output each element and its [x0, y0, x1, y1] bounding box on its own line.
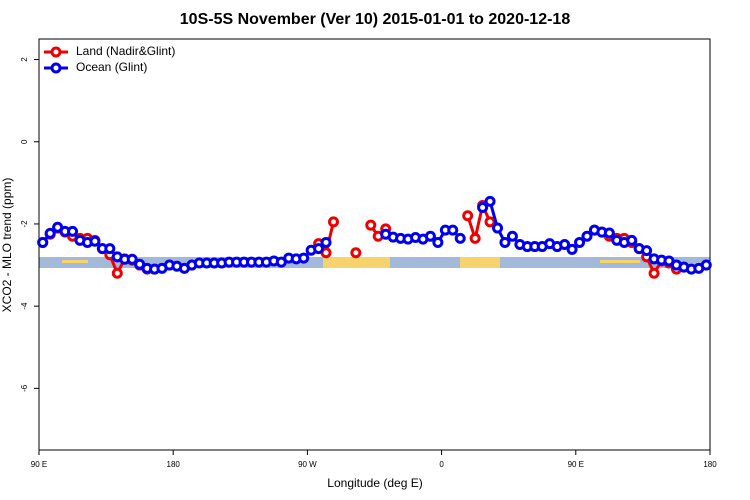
data-point [454, 232, 466, 244]
series-line [466, 200, 492, 244]
data-point [603, 227, 615, 239]
x-tick-label: 0 [439, 460, 444, 469]
y-tick-label: 2 [20, 57, 29, 62]
x-tick-label: 90 E [568, 460, 584, 469]
x-axis-label: Longitude (deg E) [327, 476, 422, 490]
data-point [298, 252, 310, 264]
x-tick-label: 180 [167, 460, 181, 469]
land-strip [62, 260, 88, 263]
data-point [327, 216, 339, 228]
land-strip [600, 260, 640, 263]
data-point [477, 202, 489, 214]
data-point [365, 219, 377, 231]
data-point [462, 210, 474, 222]
legend-marker [50, 62, 62, 74]
data-point [67, 225, 79, 237]
data-point [492, 222, 504, 234]
data-point [469, 232, 481, 244]
data-point [313, 243, 325, 255]
legend-label: Land (Nadir&Glint) [76, 44, 175, 58]
data-point [484, 195, 496, 207]
y-axis-label: XCO2 - MLO trend (ppm) [0, 178, 14, 313]
data-point [111, 267, 123, 279]
data-point [432, 236, 444, 248]
land-strip [460, 257, 500, 268]
y-tick-label: 0 [20, 139, 29, 144]
data-point [700, 259, 712, 271]
legend-marker [50, 46, 62, 58]
data-point [574, 236, 586, 248]
data-point [648, 267, 660, 279]
data-point [126, 253, 138, 265]
data-point [499, 236, 511, 248]
data-point [559, 239, 571, 250]
legend-label: Ocean (Glint) [76, 60, 147, 74]
data-point [566, 243, 578, 255]
data-point [424, 230, 436, 242]
data-point [447, 224, 459, 236]
data-point [320, 236, 332, 248]
data-point [626, 234, 638, 246]
data-point [484, 216, 496, 228]
x-tick-label: 90 E [31, 460, 47, 469]
data-point [581, 230, 593, 242]
data-point [641, 245, 653, 257]
y-tick-label: -6 [20, 384, 29, 392]
series [37, 195, 712, 275]
y-tick-label: -2 [20, 220, 29, 228]
data-point [44, 227, 56, 239]
x-tick-label: 180 [703, 460, 717, 469]
y-tick-label: -4 [20, 302, 29, 310]
data-point [104, 243, 116, 255]
land-ocean-strip [39, 257, 710, 268]
data-point [350, 247, 362, 259]
data-point [37, 236, 49, 248]
data-point [89, 235, 101, 247]
chart-title: 10S-5S November (Ver 10) 2015-01-01 to 2… [180, 11, 571, 28]
x-tick-label: 90 W [298, 460, 317, 469]
data-point [506, 230, 518, 242]
land-strip [323, 257, 390, 268]
